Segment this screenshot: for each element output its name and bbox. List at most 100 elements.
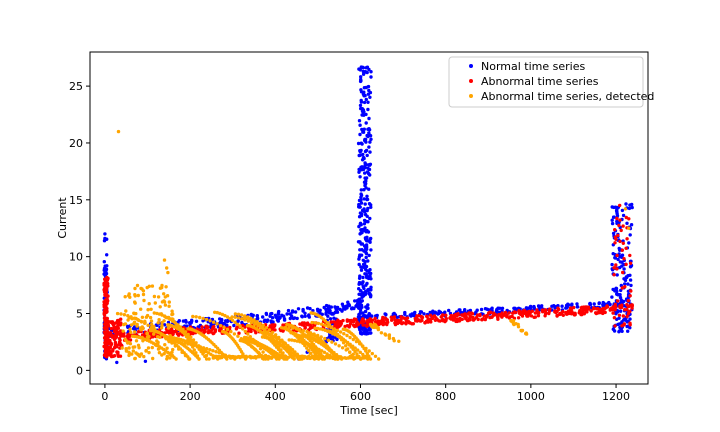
series-2-point [160,283,164,288]
series-0-point [357,167,361,172]
series-0-point [366,230,371,234]
series-0-point [367,88,371,93]
series-2-point [348,354,352,359]
series-1-point [198,328,202,332]
series-1-point [105,340,109,344]
series-1-point [489,310,493,315]
series-0-point [369,248,373,252]
series-2-point [377,357,381,361]
series-2-point [157,318,161,322]
series-0-point [356,141,361,146]
series-1-point [626,299,630,303]
series-2-point [373,323,378,327]
series-0-point [359,213,364,218]
series-0-point [357,297,362,301]
series-0-point [360,165,364,169]
series-1-point [605,305,610,309]
series-0-point [363,171,367,175]
series-0-point [317,310,322,314]
series-2-point [154,343,159,348]
series-2-point [235,322,240,326]
series-0-point [622,277,626,281]
x-tick-label: 1200 [602,390,630,403]
series-0-point [361,280,365,284]
series-0-point [362,222,367,226]
series-0-point [614,209,619,213]
x-tick-label: 0 [101,390,108,403]
series-0-point [296,307,301,311]
series-1-point [270,323,274,327]
series-1-point [617,223,621,228]
series-2-point [194,315,198,319]
series-2-point [348,335,352,340]
series-2-point [150,322,154,327]
series-0-point [368,331,372,335]
series-2-point [187,339,192,344]
series-2-point [128,295,132,299]
series-2-point [323,336,327,341]
series-2-point [397,339,401,343]
series-0-point [369,271,373,276]
series-0-point [357,202,361,207]
series-0-point [325,310,329,314]
series-2-point [154,329,158,334]
series-2-point [133,330,137,334]
series-0-point [364,121,368,125]
series-2-point [331,356,335,361]
series-2-point [143,321,147,325]
series-2-point [124,309,128,313]
series-2-point [156,340,160,345]
series-0-point [362,86,367,90]
series-1-point [136,330,141,334]
series-0-point [359,303,364,307]
series-2-point [152,311,156,315]
series-0-point [359,265,363,269]
series-2-point [123,337,127,341]
series-0-point [286,308,291,313]
series-1-point [584,310,588,314]
series-0-point [359,79,363,83]
series-2-point [156,295,161,299]
series-2-point [197,347,201,351]
series-0-point [364,250,368,255]
series-2-point [280,352,284,356]
series-1-point [117,336,122,341]
series-2-point [312,354,317,359]
series-0-point [489,307,494,311]
series-1-point [612,273,616,277]
series-1-point [430,316,435,321]
series-1-point [339,322,343,326]
series-1-point [619,228,623,233]
series-1-point [300,321,305,325]
series-0-point [115,360,119,365]
series-0-point [365,306,369,311]
series-0-point [358,175,362,179]
series-1-point [426,320,430,324]
series-0-point [181,319,186,323]
series-2-point [295,339,299,343]
series-2-point [229,355,234,359]
series-1-point [393,321,398,325]
series-2-point [119,312,123,316]
series-1-point [618,218,622,222]
series-0-point [628,273,632,277]
series-2-point [163,343,167,347]
series-2-point [162,314,167,318]
series-2-point [344,344,348,348]
series-2-point [142,354,146,359]
series-2-point [115,311,120,316]
series-2-point [128,327,132,331]
series-0-point [560,304,564,308]
series-1-point [359,320,363,325]
series-0-point [261,315,265,319]
series-1-point [480,318,484,322]
series-2-point [305,346,309,350]
series-1-point [517,309,521,313]
data-points [102,65,634,365]
series-1-point [613,308,617,312]
series-0-point [307,315,311,319]
series-1-point [457,319,462,323]
series-1-point [462,313,466,317]
series-0-point [616,293,621,297]
series-0-point [369,285,373,289]
